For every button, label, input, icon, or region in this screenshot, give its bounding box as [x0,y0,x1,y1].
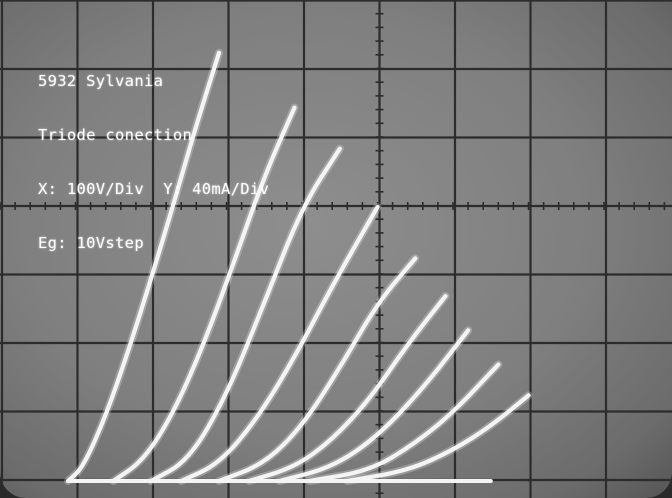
plate-curve-9 [345,393,531,484]
plate-curve-5 [216,256,418,484]
plate-curve-2 [111,105,297,484]
scale-label: X: 100V/Div Y: 40mA/Div [38,180,270,198]
plate-curve-3 [148,146,342,484]
tube-model-label: 5932 Sylvania [38,72,164,90]
scope-readout: 5932 Sylvania Triode conection X: 100V/D… [38,36,269,288]
connection-label: Triode conection [38,126,193,144]
plate-curve-1 [65,50,222,484]
plate-curve-8 [307,362,501,484]
grid-step-label: Eg: 10Vstep [38,234,144,252]
plate-curve-7 [277,328,471,484]
plate-curve-6 [247,293,448,484]
plate-curve-4 [179,204,380,484]
plate-curves [64,48,533,485]
